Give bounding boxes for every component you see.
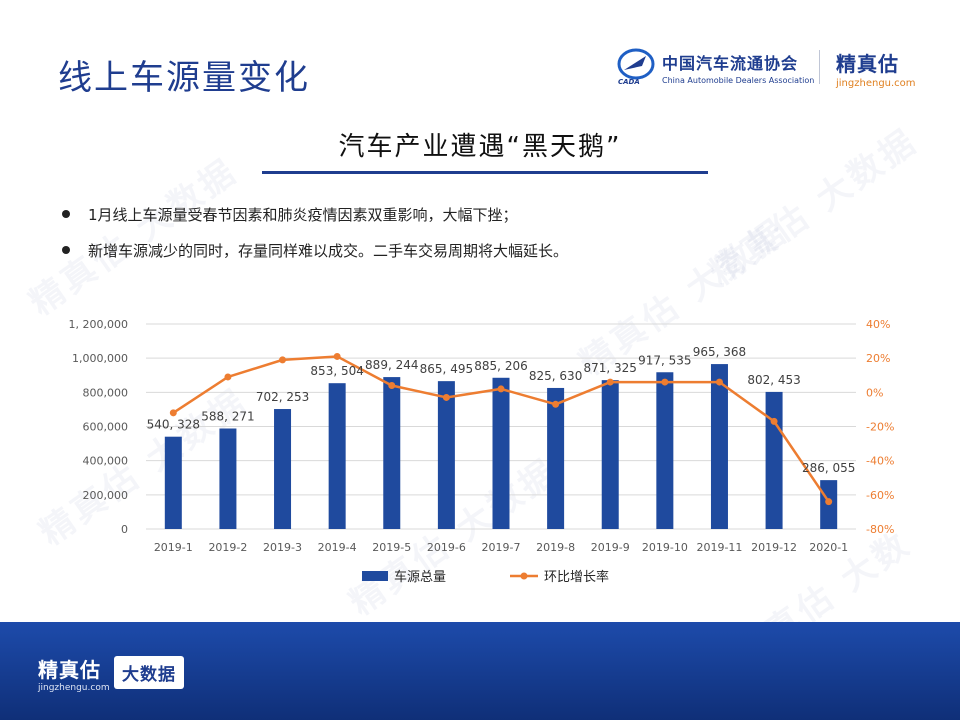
- footer-brand-name: 精真估: [38, 658, 101, 682]
- bullet-dot-icon: [62, 245, 70, 254]
- bar: [219, 428, 237, 529]
- brand-name: 精真估: [836, 52, 899, 76]
- growth-rate-point: [825, 498, 833, 506]
- y-axis-right-tick-label: 40%: [866, 318, 890, 331]
- bar-data-label: 588, 271: [201, 410, 254, 424]
- legend-label: 环比增长率: [544, 569, 609, 585]
- slide-subtitle: 汽车产业遭遇“黑天鹅”: [338, 132, 622, 162]
- brand-logo: 精真估 jingzhengu.com: [836, 48, 916, 89]
- watermark: 精真估 大数据: [702, 121, 926, 294]
- combo-chart: 0 200,000 400,000 600,000 800,000 1,000,000 1,…: [69, 318, 895, 585]
- x-axis-tick-label: 2019-12: [751, 541, 797, 554]
- x-axis-tick-label: 2019-4: [318, 541, 357, 554]
- bar: [547, 387, 565, 529]
- bar-data-label: 540, 328: [147, 418, 200, 432]
- legend-label: 车源总量: [394, 569, 446, 585]
- bar-data-label: 702, 253: [256, 390, 309, 404]
- x-axis-tick-label: 2019-8: [536, 541, 575, 554]
- x-axis-tick-label: 2019-2: [208, 541, 247, 554]
- growth-rate-point: [661, 378, 669, 386]
- x-axis-tick-label: 2019-6: [427, 541, 466, 554]
- y-axis-right-tick-label: -80%: [866, 523, 894, 536]
- bar: [601, 380, 619, 529]
- logo-divider: [819, 50, 820, 84]
- bullet-text: 1月线上车源量受春节因素和肺炎疫情因素双重影响，大幅下挫；: [88, 206, 518, 224]
- x-axis-tick-label: 2019-3: [263, 541, 302, 554]
- cada-logo-icon: CADA: [617, 48, 655, 86]
- y-axis-right-tick-label: 0%: [866, 386, 883, 399]
- bullet-item: 1月线上车源量受春节因素和肺炎疫情因素双重影响，大幅下挫；: [62, 204, 518, 225]
- x-axis-tick-label: 2019-1: [154, 541, 193, 554]
- bar-data-label: 871, 325: [584, 361, 637, 375]
- growth-rate-point: [715, 378, 723, 386]
- bar: [164, 436, 182, 529]
- bar: [656, 372, 674, 529]
- bar: [492, 377, 510, 529]
- growth-rate-point: [333, 352, 341, 360]
- cada-english-name: China Automobile Dealers Association: [662, 76, 815, 85]
- y-axis-left-tick-label: 600,000: [83, 421, 129, 434]
- growth-rate-point: [770, 417, 778, 425]
- bar-data-label: 802, 453: [747, 373, 800, 387]
- bullet-dot-icon: [62, 209, 70, 218]
- bar: [765, 391, 783, 529]
- y-axis-right-tick-label: 20%: [866, 352, 890, 365]
- bar-data-label: 917, 535: [638, 353, 691, 367]
- growth-rate-point: [388, 382, 396, 389]
- bar: [383, 377, 401, 529]
- bar-data-label: 885, 206: [474, 359, 527, 373]
- bar-data-label: 825, 630: [529, 369, 582, 383]
- x-axis-tick-label: 2019-5: [372, 541, 411, 554]
- cada-logo: 中国汽车流通协会 China Automobile Dealers Associ…: [662, 50, 814, 85]
- bar: [274, 409, 292, 529]
- legend-swatch-bars: [362, 571, 388, 581]
- bar-data-label: 865, 495: [420, 362, 473, 376]
- growth-rate-point: [169, 409, 177, 417]
- y-axis-left-tick-label: 400,000: [83, 455, 129, 468]
- y-axis-left-tick-label: 800,000: [83, 386, 129, 399]
- growth-rate-point: [224, 373, 232, 381]
- legend-swatch-marker: [520, 572, 528, 580]
- y-axis-left-tick-label: 1, 200,000: [69, 318, 128, 331]
- bar: [328, 383, 346, 529]
- growth-rate-point: [552, 400, 560, 408]
- growth-rate-point: [497, 385, 505, 393]
- bullet-text: 新增车源减少的同时，存量同样难以成交。二手车交易周期将大幅延长。: [88, 242, 569, 260]
- bar-data-label: 853, 504: [310, 364, 363, 378]
- bar: [437, 381, 455, 529]
- x-axis-tick-label: 2019-7: [482, 541, 521, 554]
- x-axis-tick-label: 2019-11: [696, 541, 742, 554]
- bar: [710, 364, 728, 529]
- growth-rate-point: [279, 356, 287, 364]
- y-axis-left-tick-label: 1,000,000: [72, 352, 128, 365]
- bar-data-label: 889, 244: [365, 358, 418, 372]
- x-axis-tick-label: 2020-1: [809, 541, 848, 554]
- cada-abbr: CADA: [618, 78, 640, 86]
- footer-brand-logo: 精真估 jingzhengu.com: [38, 654, 110, 693]
- growth-rate-point: [606, 378, 614, 386]
- footer-brand-url: jingzhengu.com: [38, 683, 110, 693]
- x-axis-tick-label: 2019-9: [591, 541, 630, 554]
- bar-data-label: 965, 368: [693, 345, 746, 359]
- x-axis-tick-label: 2019-10: [642, 541, 688, 554]
- brand-url: jingzhengu.com: [836, 78, 916, 89]
- y-axis-left-tick-label: 200,000: [83, 489, 129, 502]
- subtitle-underline: [262, 171, 708, 174]
- growth-rate-point: [442, 393, 450, 401]
- y-axis-right-tick-label: -40%: [866, 455, 894, 468]
- y-axis-right-tick-label: -60%: [866, 489, 894, 502]
- watermark: 精真估 大数据: [22, 151, 246, 324]
- footer-badge: 大数据: [114, 656, 184, 689]
- page-title: 线上车源量变化: [58, 58, 310, 98]
- y-axis-right-tick-label: -20%: [866, 421, 894, 434]
- y-axis-left-tick-label: 0: [121, 523, 128, 536]
- cada-name: 中国汽车流通协会: [662, 54, 799, 73]
- bullet-item: 新增车源减少的同时，存量同样难以成交。二手车交易周期将大幅延长。: [62, 240, 568, 261]
- bar-data-label: 286, 055: [802, 461, 855, 475]
